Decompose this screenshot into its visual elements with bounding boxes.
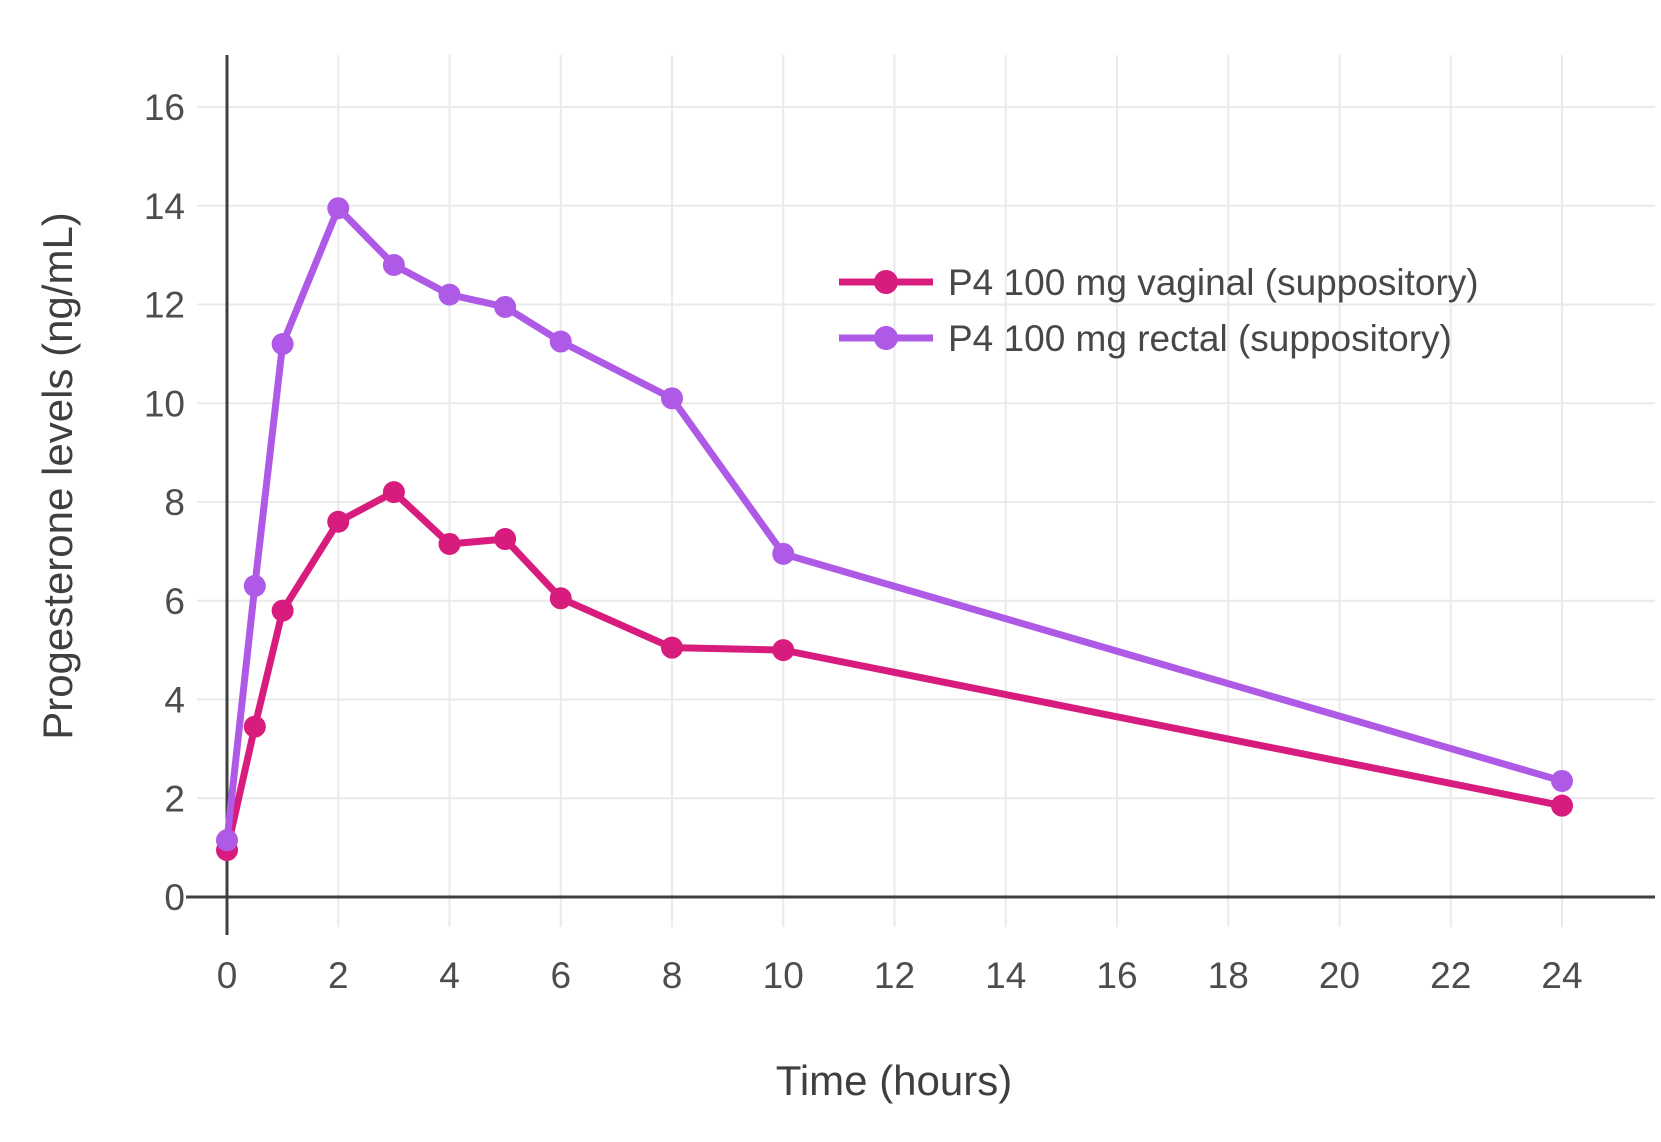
legend-label-rectal: P4 100 mg rectal (suppository) xyxy=(948,318,1452,359)
y-tick-label: 4 xyxy=(164,680,185,721)
data-point-marker xyxy=(549,587,572,610)
data-point-marker xyxy=(438,283,461,306)
x-tick-label: 10 xyxy=(763,955,804,996)
legend-swatch-dot-rectal xyxy=(874,326,898,350)
data-point-marker xyxy=(549,330,572,353)
y-tick-label: 14 xyxy=(144,186,185,227)
data-point-marker xyxy=(661,636,683,659)
x-tick-label: 22 xyxy=(1430,955,1471,996)
data-point-marker xyxy=(382,481,405,504)
data-point-marker xyxy=(1551,794,1573,817)
gridlines xyxy=(197,55,1655,927)
y-tick-label: 8 xyxy=(164,482,185,523)
x-tick-label: 12 xyxy=(874,955,915,996)
data-point-marker xyxy=(216,829,238,852)
series-vaginal xyxy=(216,481,1573,862)
series-rectal xyxy=(216,197,1573,852)
x-axis-title: Time (hours) xyxy=(776,1057,1012,1104)
x-tick-label: 6 xyxy=(550,955,571,996)
data-point-marker xyxy=(327,510,350,533)
data-point-marker xyxy=(661,387,683,410)
x-tick-label: 20 xyxy=(1319,955,1360,996)
legend-swatch-dot-vaginal xyxy=(874,270,898,294)
data-point-marker xyxy=(327,197,350,220)
y-tick-label: 10 xyxy=(144,383,185,424)
y-tick-label: 16 xyxy=(144,87,185,128)
x-tick-label: 14 xyxy=(985,955,1026,996)
data-point-marker xyxy=(1551,769,1573,792)
data-point-marker xyxy=(271,333,294,355)
legend-item-vaginal: P4 100 mg vaginal (suppository) xyxy=(839,262,1479,303)
y-tick-label: 6 xyxy=(164,581,185,622)
x-tick-label: 4 xyxy=(439,955,460,996)
data-series xyxy=(216,197,1573,862)
data-point-marker xyxy=(382,254,405,276)
x-tick-label: 2 xyxy=(328,955,349,996)
legend-item-rectal: P4 100 mg rectal (suppository) xyxy=(839,318,1452,359)
x-tick-label: 18 xyxy=(1208,955,1249,996)
data-point-marker xyxy=(494,295,517,318)
data-point-marker xyxy=(243,715,266,738)
axes xyxy=(186,55,1655,935)
y-axis-title: Progesterone levels (ng/mL) xyxy=(34,212,81,740)
legend-label-vaginal: P4 100 mg vaginal (suppository) xyxy=(948,262,1479,303)
y-tick-label: 12 xyxy=(144,285,185,326)
data-point-marker xyxy=(772,542,795,565)
x-tick-label: 16 xyxy=(1096,955,1137,996)
legend: P4 100 mg vaginal (suppository) P4 100 m… xyxy=(839,262,1479,359)
x-tick-label: 0 xyxy=(217,955,238,996)
data-point-marker xyxy=(243,574,266,597)
data-point-marker xyxy=(772,639,795,662)
data-point-marker xyxy=(271,599,294,622)
y-tick-label: 2 xyxy=(164,778,185,819)
x-tick-label: 8 xyxy=(662,955,683,996)
y-tick-label: 0 xyxy=(164,877,185,918)
data-point-marker xyxy=(438,532,461,555)
data-point-marker xyxy=(494,528,517,551)
x-tick-label: 24 xyxy=(1541,955,1582,996)
